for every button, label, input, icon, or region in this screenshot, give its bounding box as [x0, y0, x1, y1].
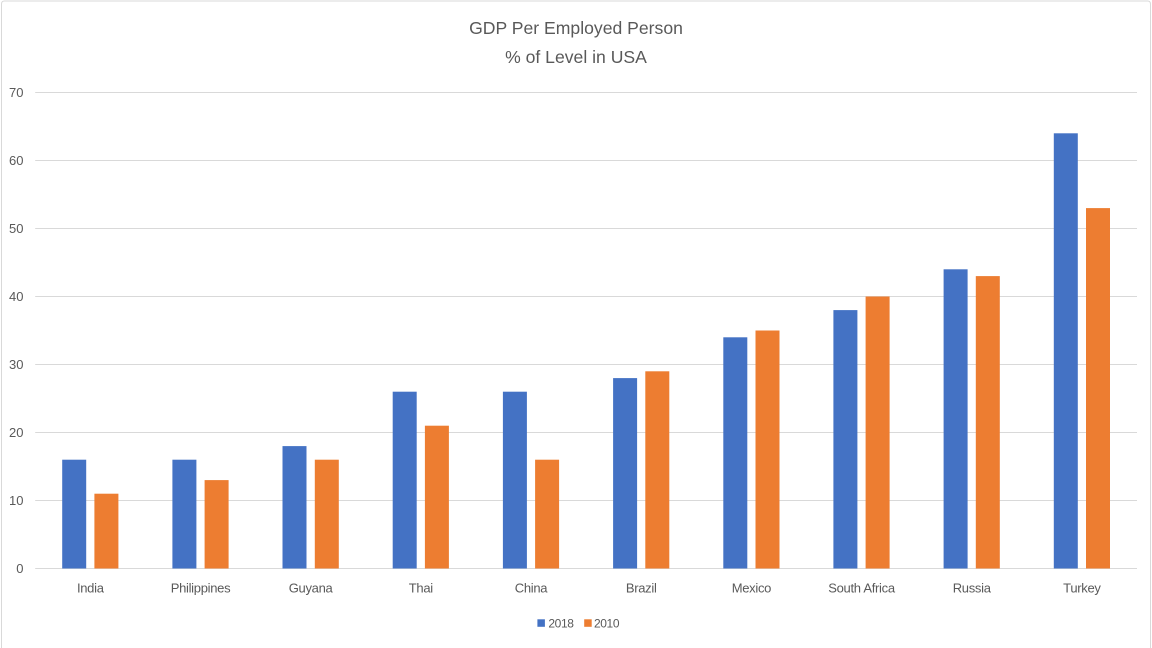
svg-text:50: 50 — [9, 221, 23, 236]
svg-text:60: 60 — [9, 153, 23, 168]
svg-text:2018: 2018 — [548, 616, 574, 630]
svg-text:30: 30 — [9, 357, 23, 372]
svg-text:20: 20 — [9, 425, 23, 440]
svg-text:70: 70 — [9, 85, 23, 100]
svg-text:40: 40 — [9, 289, 23, 304]
svg-text:0: 0 — [16, 561, 23, 576]
svg-text:South Africa: South Africa — [828, 581, 896, 596]
svg-text:China: China — [515, 581, 549, 596]
svg-text:10: 10 — [9, 493, 23, 508]
svg-text:Guyana: Guyana — [289, 581, 334, 596]
svg-text:India: India — [77, 581, 105, 596]
svg-text:GDP Per Employed Person: GDP Per Employed Person — [469, 18, 683, 38]
svg-text:Thai: Thai — [409, 581, 434, 596]
svg-text:Turkey: Turkey — [1063, 581, 1101, 596]
svg-text:% of Level in USA: % of Level in USA — [505, 47, 647, 67]
svg-text:Philippines: Philippines — [171, 581, 231, 596]
svg-text:Brazil: Brazil — [626, 581, 657, 596]
svg-text:Mexico: Mexico — [732, 581, 771, 596]
svg-text:2010: 2010 — [594, 616, 620, 630]
svg-text:Russia: Russia — [953, 581, 992, 596]
